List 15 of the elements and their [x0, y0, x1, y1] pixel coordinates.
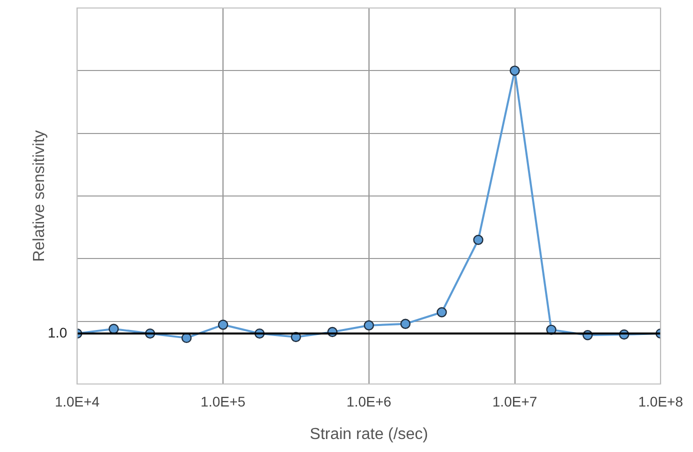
- x-axis-title: Strain rate (/sec): [310, 426, 428, 443]
- point: [108, 324, 119, 334]
- point: [400, 318, 411, 329]
- point: [364, 320, 374, 331]
- point: [218, 320, 228, 330]
- x-tick-label: 1.0E+5: [200, 393, 246, 410]
- text: 1.0: [48, 324, 68, 340]
- point: [436, 307, 447, 318]
- point: [510, 66, 520, 76]
- x-tick-label: 1.0E+4: [54, 393, 100, 410]
- x-tick-label: 1.0E+8: [638, 393, 684, 410]
- x-tick-label: 1.0E+7: [492, 393, 538, 410]
- x-tick-label: 1.0E+6: [346, 393, 392, 410]
- point: [473, 234, 484, 245]
- y-axis-title: Relative sensitivity: [31, 130, 48, 262]
